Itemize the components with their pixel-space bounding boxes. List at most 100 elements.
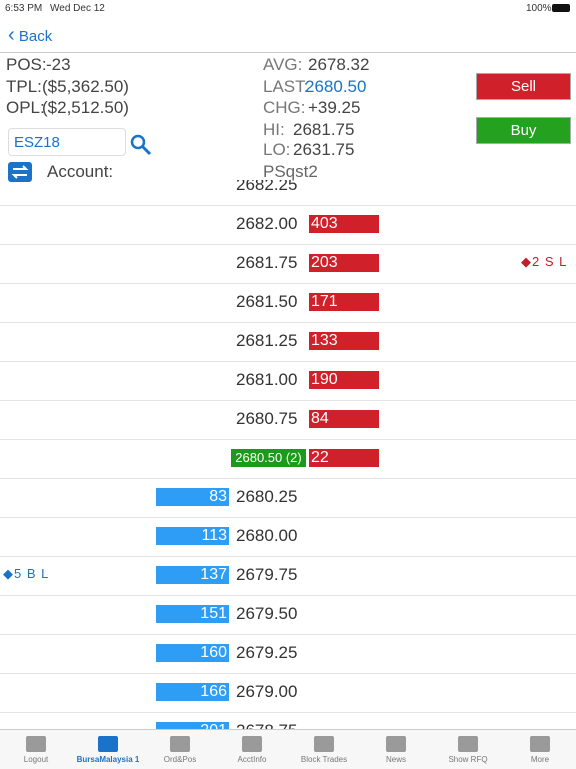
bid-size[interactable]: 137 — [156, 566, 229, 584]
symbol-input[interactable]: ESZ18 — [8, 128, 126, 156]
diamond: ◆ — [3, 566, 14, 581]
diamond: ◆ — [521, 254, 532, 269]
ladder-row: 2681.00 190 — [0, 361, 576, 401]
swap-icon[interactable] — [8, 162, 32, 182]
divider — [0, 52, 576, 53]
ladder-row: 2681.50 171 — [0, 283, 576, 323]
status-time: 6:53 PM — [5, 3, 43, 14]
ask-size[interactable]: 22 — [309, 449, 379, 467]
ladder-row: 2680.50 (2) 22 — [0, 439, 576, 479]
ask-size[interactable]: 84 — [309, 410, 379, 428]
status-battery: 100% — [526, 3, 552, 14]
tab-label: BursaMalaysia 1 — [76, 755, 140, 764]
tab-item[interactable]: News — [360, 730, 432, 768]
info-label: HI: — [263, 120, 285, 139]
price[interactable]: 2679.00 — [236, 682, 298, 701]
tab-icon — [314, 736, 334, 752]
search-icon[interactable] — [130, 134, 152, 156]
ladder-row: 2680.00 113 — [0, 517, 576, 557]
info-label: LAST: — [263, 77, 309, 96]
price[interactable]: 2682.00 — [236, 214, 298, 233]
bid-size[interactable]: 201 — [156, 722, 229, 730]
ask-size[interactable]: 203 — [309, 254, 379, 272]
info-value: 2680.50 — [305, 77, 367, 96]
bid-size[interactable]: 151 — [156, 605, 229, 623]
price[interactable]: 2681.00 — [236, 370, 298, 389]
price[interactable]: 2680.75 — [236, 409, 298, 428]
tab-icon — [170, 736, 190, 752]
ladder-row: 2682.25 — [0, 180, 576, 206]
info-value: ($5,362.50) — [42, 77, 129, 96]
order-marker[interactable]: ◆5 B L — [3, 566, 49, 582]
info-label: LO: — [263, 140, 291, 159]
buy-button[interactable]: Buy — [476, 117, 571, 144]
ladder-row: 2680.75 84 — [0, 400, 576, 440]
tab-item[interactable]: AcctInfo — [216, 730, 288, 768]
price[interactable]: 2682.25 — [236, 180, 298, 194]
info-label: AVG: — [263, 55, 303, 74]
ask-size[interactable]: 133 — [309, 332, 379, 350]
bid-size[interactable]: 83 — [156, 488, 229, 506]
price[interactable]: 2680.00 — [236, 526, 298, 545]
tab-label: Ord&Pos — [163, 755, 197, 764]
info-label: OPL: — [6, 98, 45, 117]
info-label: POS: — [6, 55, 47, 74]
ladder-row: 2682.00 403 — [0, 205, 576, 245]
ladder-row: 2679.75 137 ◆5 B L — [0, 556, 576, 596]
info-value: 2631.75 — [293, 140, 355, 159]
bid-size[interactable]: 160 — [156, 644, 229, 662]
status-date: Wed Dec 12 — [50, 3, 105, 14]
price[interactable]: 2681.75 — [236, 253, 298, 272]
price-ladder: 2682.25 2682.00 403 2681.75 203 ◆2 S L 2681.50… — [0, 180, 576, 730]
battery-icon — [552, 4, 570, 12]
tab-icon — [386, 736, 406, 752]
price[interactable]: 2680.25 — [236, 487, 298, 506]
back-button[interactable]: ‹ Back — [8, 24, 52, 47]
info-value: ($2,512.50) — [42, 98, 129, 117]
order-marker[interactable]: ◆2 S L — [521, 254, 567, 270]
tab-item[interactable]: Logout — [0, 730, 72, 768]
tab-icon — [458, 736, 478, 752]
tab-label: News — [385, 755, 406, 764]
info-value: 2681.75 — [293, 120, 355, 139]
tab-icon — [98, 736, 118, 752]
ask-size[interactable]: 171 — [309, 293, 379, 311]
price[interactable]: 2681.50 — [236, 292, 298, 311]
bid-size[interactable]: 166 — [156, 683, 229, 701]
ladder-row: 2679.25 160 — [0, 634, 576, 674]
info-label: TPL: — [6, 77, 42, 96]
tab-label: Show RFQ — [448, 755, 488, 764]
tab-label: Logout — [23, 755, 49, 764]
ladder-row: 2681.75 203 ◆2 S L — [0, 244, 576, 284]
price[interactable]: 2679.50 — [236, 604, 298, 623]
tab-label: More — [530, 755, 550, 764]
chevron: ‹ — [8, 24, 15, 46]
tab-icon — [26, 736, 46, 752]
marker-text: 2 S L — [532, 254, 568, 269]
ladder-row: 2680.25 83 — [0, 478, 576, 518]
tab-item[interactable]: Block Trades — [288, 730, 360, 768]
tab-label: Block Trades — [300, 755, 348, 764]
ask-size[interactable]: 190 — [309, 371, 379, 389]
tab-item[interactable]: Show RFQ — [432, 730, 504, 768]
price[interactable]: 2681.25 — [236, 331, 298, 350]
ladder-row: 2678.75 201 — [0, 712, 576, 730]
sell-button[interactable]: Sell — [476, 73, 571, 100]
last-price[interactable]: 2680.50 (2) — [231, 449, 306, 467]
tab-item[interactable]: BursaMalaysia 1 — [72, 730, 144, 768]
tab-item[interactable]: More — [504, 730, 576, 768]
tab-label: AcctInfo — [237, 755, 267, 764]
ladder-row: 2679.50 151 — [0, 595, 576, 635]
info-value: -23 — [46, 55, 71, 74]
price[interactable]: 2679.25 — [236, 643, 298, 662]
tab-item[interactable]: Ord&Pos — [144, 730, 216, 768]
info-value: +39.25 — [308, 98, 361, 117]
ask-size[interactable]: 403 — [309, 215, 379, 233]
account-value: PSqst2 — [263, 162, 318, 181]
price[interactable]: 2679.75 — [236, 565, 298, 584]
price[interactable]: 2678.75 — [236, 721, 297, 730]
info-value: 2678.32 — [308, 55, 370, 74]
ladder-row: 2679.00 166 — [0, 673, 576, 713]
bid-size[interactable]: 113 — [156, 527, 229, 545]
